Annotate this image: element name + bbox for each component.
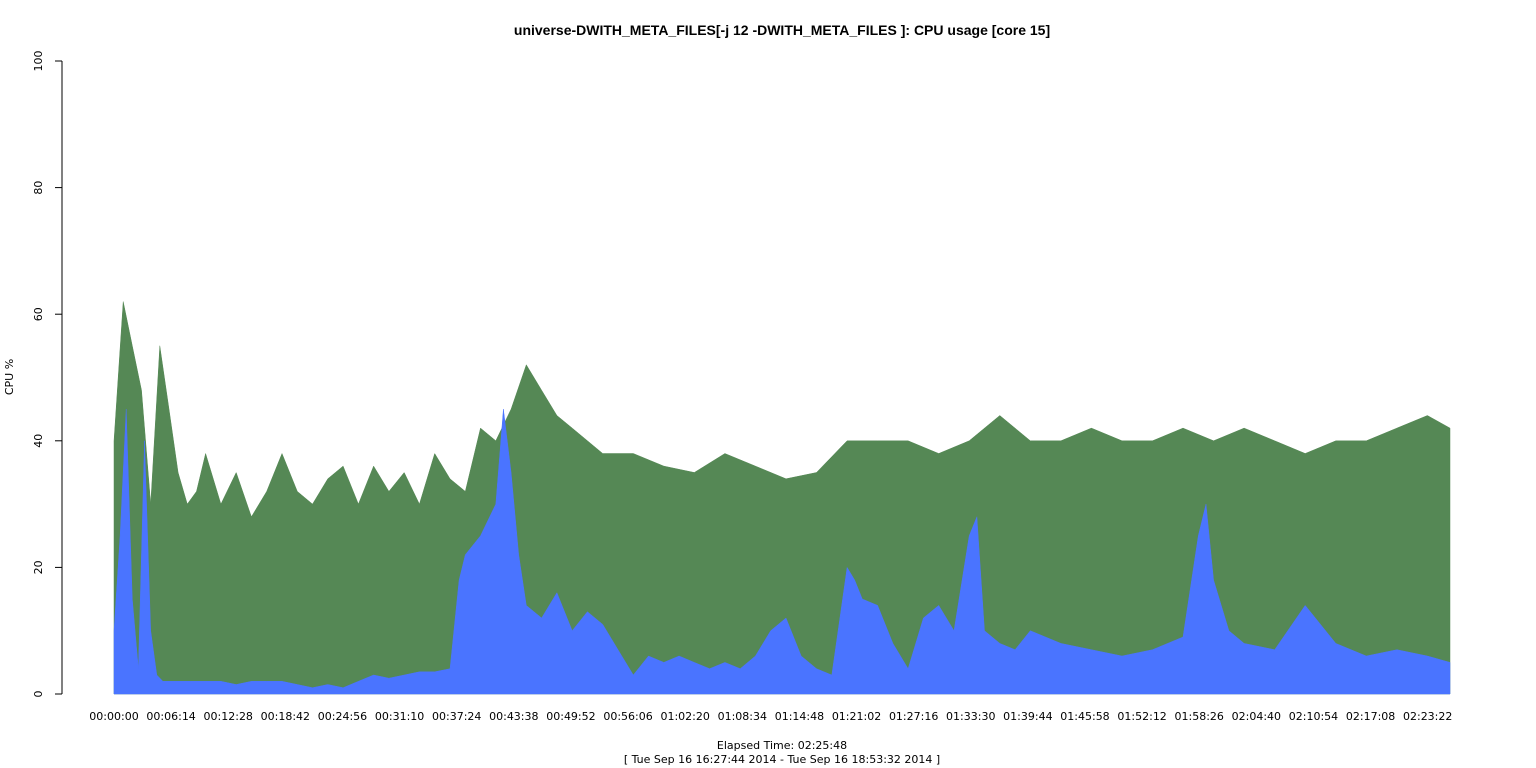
x-tick-label: 02:04:40 [1232,710,1281,723]
series-2-area [113,409,1451,695]
y-tick-label: 40 [32,434,45,448]
y-tick-label: 80 [32,181,45,195]
x-axis-label: Elapsed Time: 02:25:48 [717,739,847,752]
x-tick-label: 01:45:58 [1060,710,1109,723]
y-axis-label: CPU % [3,359,16,395]
x-tick-label: 00:37:24 [432,710,481,723]
x-tick-label: 00:06:14 [146,710,195,723]
series-1-area [113,301,1451,695]
x-tick-label: 00:43:38 [489,710,538,723]
plot-area [113,301,1451,695]
x-tick-label: 01:14:48 [775,710,824,723]
x-tick-label: 01:39:44 [1003,710,1052,723]
y-tick-label: 100 [32,51,45,72]
x-tick-label: 01:52:12 [1117,710,1166,723]
x-tick-label: 00:56:06 [603,710,652,723]
x-tick-label: 00:24:56 [318,710,367,723]
y-tick-label: 20 [32,560,45,574]
x-tick-label: 02:23:22 [1403,710,1452,723]
y-axis-ticks: 0 20 40 60 80 100 [32,51,62,698]
x-tick-label: 00:12:28 [204,710,253,723]
x-tick-label: 00:49:52 [546,710,595,723]
x-tick-label: 01:27:16 [889,710,938,723]
x-tick-label: 01:08:34 [718,710,767,723]
x-tick-label: 02:10:54 [1289,710,1338,723]
y-tick-label: 60 [32,307,45,321]
x-axis-sublabel: [ Tue Sep 16 16:27:44 2014 - Tue Sep 16 … [624,753,940,766]
x-tick-label: 00:31:10 [375,710,424,723]
chart-title: universe-DWITH_META_FILES[-j 12 -DWITH_M… [514,22,1050,38]
x-tick-label: 00:00:00 [89,710,138,723]
x-tick-label: 01:02:20 [660,710,709,723]
x-axis-ticks: 00:00:00 00:06:14 00:12:28 00:18:42 00:24:56… [89,710,1452,723]
x-tick-label: 01:33:30 [946,710,995,723]
x-tick-label: 02:17:08 [1346,710,1395,723]
x-tick-label: 01:58:26 [1175,710,1224,723]
x-tick-label: 01:21:02 [832,710,881,723]
x-tick-label: 00:18:42 [261,710,310,723]
y-tick-label: 0 [32,691,45,698]
